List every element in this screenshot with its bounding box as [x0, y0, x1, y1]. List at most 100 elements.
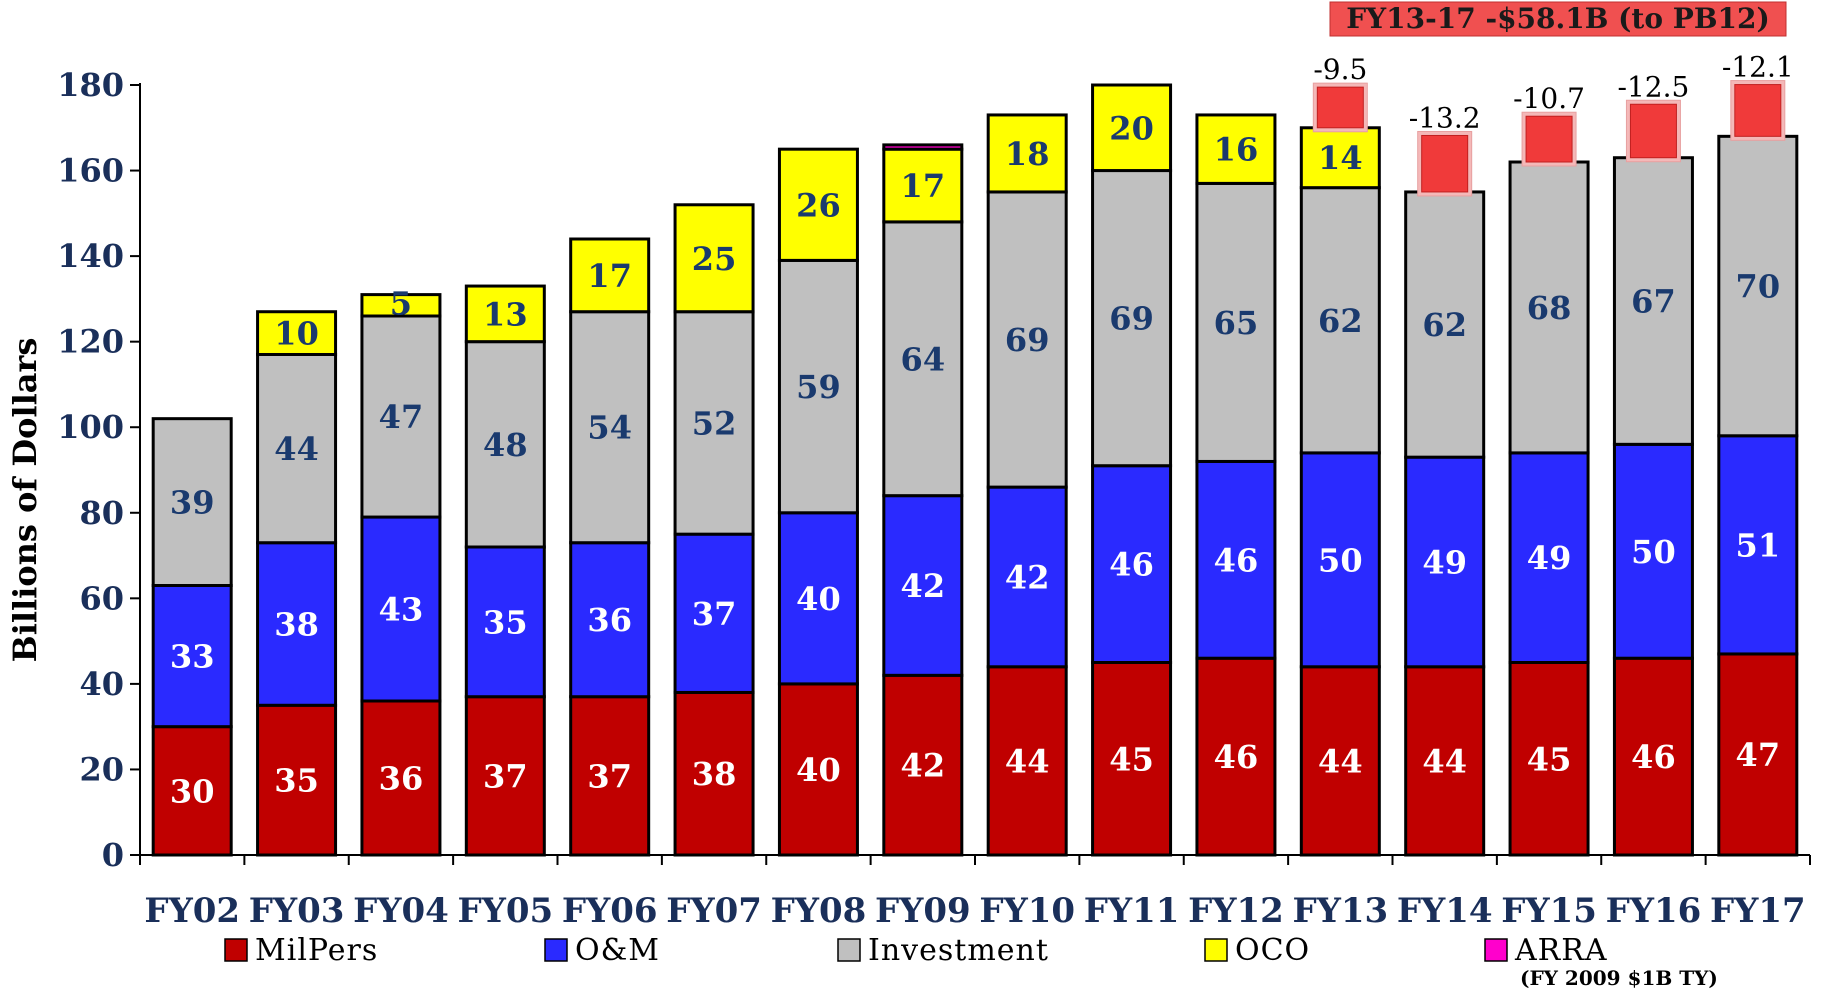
bar-segment	[1195, 113, 1277, 185]
bar-segment-label: 46	[1631, 738, 1676, 776]
bar-segment	[1091, 464, 1173, 664]
x-tick-label: FY15	[1501, 891, 1597, 931]
cut-label: -9.5	[1313, 53, 1367, 86]
bar-segment-label: 46	[1214, 541, 1259, 579]
bar-segment	[1299, 126, 1381, 190]
bar-segment-label: 49	[1527, 539, 1572, 577]
bar-segment	[882, 494, 964, 677]
bar-segment-label: 52	[692, 404, 737, 442]
bar-segment-label: 44	[274, 430, 319, 468]
bar-segment	[464, 695, 546, 857]
x-tick-label: FY13	[1292, 891, 1388, 931]
budget-cut-banner: FY13-17 -$58.1B (to PB12)	[1329, 1, 1787, 37]
bar-segment-label: 64	[901, 340, 946, 378]
bar-segment	[1508, 661, 1590, 857]
bar-segment	[360, 314, 442, 519]
bar-segment-label: 30	[170, 772, 215, 810]
bar-segment-label: 20	[1109, 109, 1154, 147]
bar-segment	[986, 113, 1068, 194]
bar-segment-label: 69	[1109, 300, 1154, 338]
cut-marker	[1525, 115, 1573, 163]
bar-segment	[569, 310, 651, 545]
bar-segment-label: 45	[1527, 740, 1572, 778]
bar-segment	[569, 237, 651, 314]
legend-swatch	[1204, 938, 1228, 962]
bar-segment-label: 49	[1422, 543, 1467, 581]
bar-segment-label: 51	[1736, 526, 1781, 564]
cut-marker	[1629, 103, 1677, 159]
bar-segment-label: 65	[1214, 304, 1259, 342]
bar-segment-label: 46	[1214, 738, 1259, 776]
bar-segment	[1299, 451, 1381, 669]
bar-segment-label: 54	[587, 409, 632, 447]
bar-segment	[1091, 83, 1173, 173]
bar-segment-label: 36	[587, 601, 632, 639]
x-tick-label: FY02	[144, 891, 240, 931]
banner-text: FY13-17 -$58.1B (to PB12)	[1346, 2, 1769, 35]
cut-label: -13.2	[1409, 101, 1481, 134]
legend-label: MilPers	[255, 933, 378, 968]
bar-segment	[464, 284, 546, 344]
legend-swatch	[1484, 938, 1508, 962]
x-tick-label: FY10	[979, 891, 1075, 931]
bar-segment	[777, 682, 859, 857]
y-tick-label: 60	[79, 579, 124, 617]
x-tick-label: FY08	[771, 891, 867, 931]
bar-segment	[882, 143, 964, 151]
bar-segment	[151, 417, 233, 587]
bar-segment-label: 35	[483, 603, 528, 641]
legend-swatch	[544, 938, 568, 962]
bar-segment-label: 43	[379, 591, 424, 629]
bar-segment	[1508, 160, 1590, 455]
bar-segment	[151, 584, 233, 729]
bar-segment	[464, 545, 546, 699]
bar-segment	[1195, 656, 1277, 857]
bar-segment-label: 37	[587, 757, 632, 795]
y-tick-label: 160	[57, 152, 124, 190]
x-tick-label: FY11	[1084, 891, 1180, 931]
bar-segment-label: 5	[390, 285, 412, 323]
bar-segment-label: 17	[901, 167, 946, 205]
bar-segment-label: 70	[1736, 268, 1781, 306]
bar-segment-label: 10	[274, 315, 319, 353]
bar-segment	[673, 203, 755, 314]
y-tick-label: 140	[57, 237, 124, 275]
bar-segment-label: 50	[1318, 541, 1363, 579]
bar-segment-label: 33	[170, 638, 215, 676]
y-axis-label: Billions of Dollars	[6, 338, 44, 663]
bar-segment-label: 68	[1527, 289, 1572, 327]
x-tick-label: FY09	[875, 891, 971, 931]
bar-segment-label: 47	[379, 398, 424, 436]
bar-segment-label: 42	[1005, 558, 1050, 596]
bar-segment-label: 18	[1005, 135, 1050, 173]
x-tick-label: FY04	[353, 891, 449, 931]
bar-segment	[1091, 169, 1173, 468]
x-tick-label: FY07	[666, 891, 762, 931]
bar-segment-label: 50	[1631, 533, 1676, 571]
legend-swatch	[837, 938, 861, 962]
bar-segment-label: 59	[796, 368, 841, 406]
x-tick-label: FY03	[249, 891, 345, 931]
y-tick-label: 0	[102, 836, 124, 874]
bar-segment	[256, 703, 338, 857]
bar-segment	[1404, 190, 1486, 459]
x-tick-label: FY06	[562, 891, 658, 931]
bar-segment-label: 17	[587, 257, 632, 295]
y-tick-label: 20	[79, 750, 124, 788]
legend-label: OCO	[1235, 933, 1310, 968]
bar-segment-label: 42	[901, 567, 946, 605]
cut-markers: -9.5 -13.2 -10.7 -12.5 -12.1	[1312, 51, 1794, 197]
bar-segment-label: 67	[1631, 283, 1676, 321]
y-tick-label: 180	[57, 66, 124, 104]
bar-segment-label: 40	[796, 751, 841, 789]
bar-segment-label: 13	[483, 295, 528, 333]
legend: MilPers O&M Investment OCO ARRA(FY 2009 $1B …	[224, 933, 1718, 990]
x-tick-label: FY05	[457, 891, 553, 931]
legend-swatch	[224, 938, 248, 962]
bar-segment	[360, 515, 442, 703]
x-tick-label: FY12	[1188, 891, 1284, 931]
bar-segment	[1299, 186, 1381, 455]
bar-segment	[569, 541, 651, 699]
bar-segment	[1404, 665, 1486, 857]
